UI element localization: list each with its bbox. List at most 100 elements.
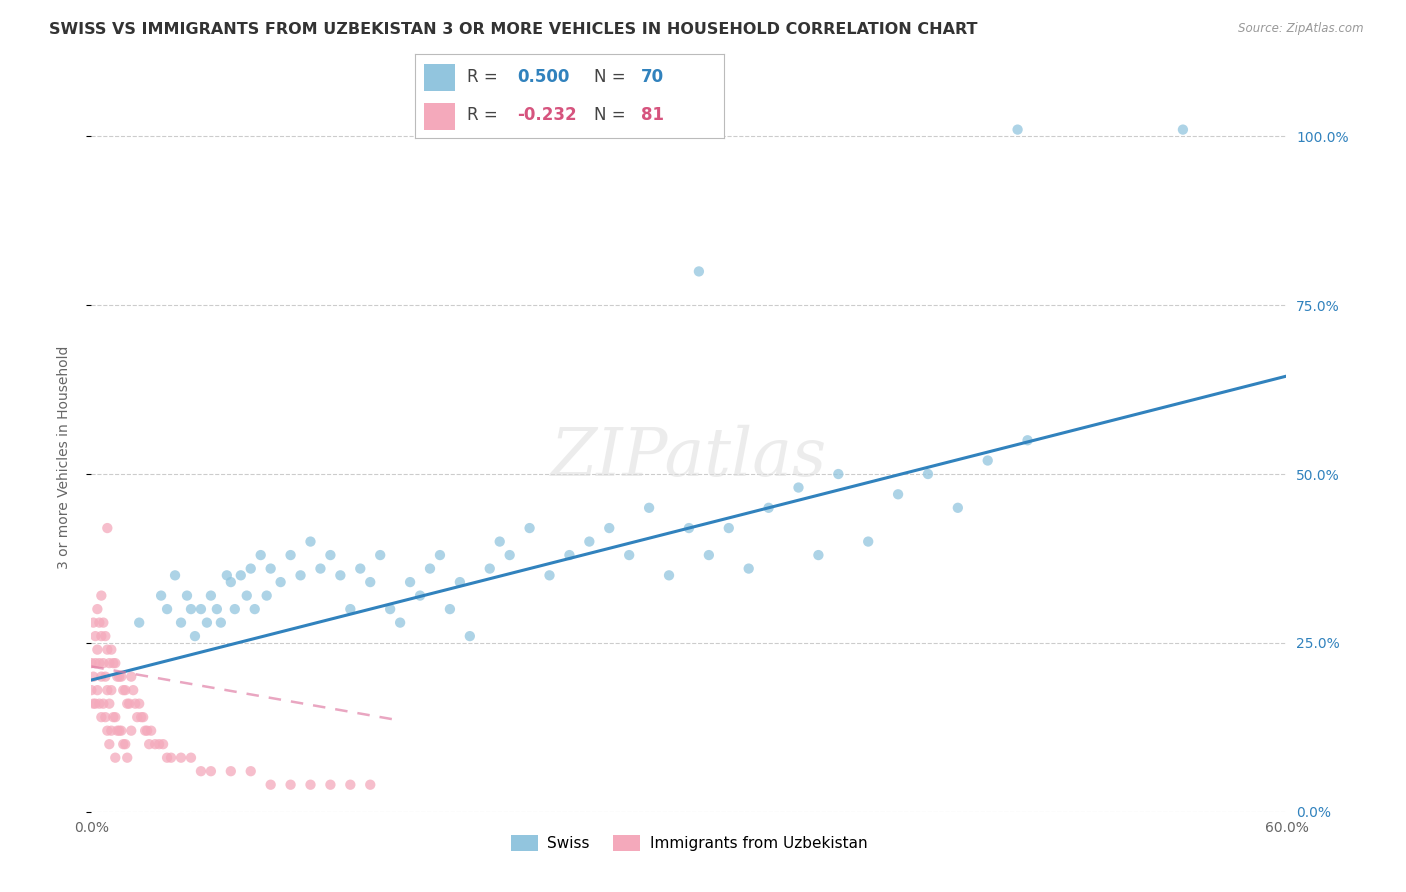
Point	[697, 548, 720, 562]
Point	[399, 575, 422, 590]
Point	[112, 737, 135, 751]
Point	[96, 723, 118, 738]
Point	[429, 548, 451, 562]
Point	[519, 521, 541, 535]
Point	[82, 670, 104, 684]
Point	[152, 737, 174, 751]
Point	[249, 548, 271, 562]
Point	[359, 778, 381, 792]
Point	[86, 602, 108, 616]
Text: 70: 70	[641, 69, 664, 87]
Point	[104, 750, 127, 764]
Point	[108, 670, 131, 684]
Point	[946, 500, 969, 515]
Point	[170, 750, 193, 764]
Bar	[425, 63, 456, 91]
Point	[114, 737, 136, 751]
Point	[104, 710, 127, 724]
Point	[122, 683, 145, 698]
Point	[128, 615, 150, 630]
Point	[143, 737, 166, 751]
Point	[94, 670, 117, 684]
Point	[80, 656, 103, 670]
Point	[319, 548, 342, 562]
Point	[688, 264, 710, 278]
Point	[215, 568, 238, 582]
Point	[190, 764, 212, 779]
Point	[94, 710, 117, 724]
Point	[290, 568, 312, 582]
Point	[90, 589, 112, 603]
Point	[219, 575, 242, 590]
Point	[887, 487, 910, 501]
Point	[176, 589, 198, 603]
Point	[368, 548, 391, 562]
Point	[270, 575, 292, 590]
Point	[132, 710, 155, 724]
Text: R =: R =	[467, 106, 503, 124]
Point	[120, 670, 142, 684]
Point	[299, 778, 322, 792]
Point	[112, 683, 135, 698]
Point	[378, 602, 402, 616]
Point	[105, 670, 128, 684]
Point	[1007, 122, 1029, 136]
Point	[96, 521, 118, 535]
Text: SWISS VS IMMIGRANTS FROM UZBEKISTAN 3 OR MORE VEHICLES IN HOUSEHOLD CORRELATION : SWISS VS IMMIGRANTS FROM UZBEKISTAN 3 OR…	[49, 22, 977, 37]
Text: -0.232: -0.232	[517, 106, 576, 124]
Point	[229, 568, 252, 582]
Point	[678, 521, 700, 535]
Point	[94, 629, 117, 643]
Text: 81: 81	[641, 106, 664, 124]
Point	[93, 697, 115, 711]
Point	[389, 615, 412, 630]
Point	[339, 602, 361, 616]
Point	[807, 548, 830, 562]
Legend: Swiss, Immigrants from Uzbekistan: Swiss, Immigrants from Uzbekistan	[505, 829, 873, 857]
Point	[598, 521, 620, 535]
Point	[110, 670, 132, 684]
Text: Source: ZipAtlas.com: Source: ZipAtlas.com	[1239, 22, 1364, 36]
Point	[90, 629, 112, 643]
Point	[100, 642, 122, 657]
Point	[219, 764, 242, 779]
Point	[243, 602, 266, 616]
Point	[1017, 434, 1039, 448]
Point	[118, 697, 141, 711]
Point	[224, 602, 246, 616]
Point	[156, 602, 179, 616]
Point	[1171, 122, 1194, 136]
Point	[98, 737, 121, 751]
Point	[115, 697, 138, 711]
Point	[84, 656, 107, 670]
Point	[209, 615, 232, 630]
Point	[96, 642, 118, 657]
Point	[787, 481, 810, 495]
Text: N =: N =	[595, 69, 631, 87]
Point	[93, 656, 115, 670]
Point	[235, 589, 259, 603]
Point	[90, 710, 112, 724]
Point	[737, 561, 759, 575]
Point	[86, 683, 108, 698]
Point	[80, 683, 103, 698]
Point	[319, 778, 342, 792]
Point	[110, 723, 132, 738]
Point	[180, 750, 202, 764]
Point	[96, 683, 118, 698]
Point	[488, 534, 510, 549]
Point	[89, 656, 111, 670]
Point	[86, 642, 108, 657]
Point	[200, 764, 222, 779]
Point	[439, 602, 461, 616]
Text: R =: R =	[467, 69, 503, 87]
Point	[619, 548, 641, 562]
Point	[856, 534, 880, 549]
Point	[89, 697, 111, 711]
Point	[128, 697, 150, 711]
Point	[256, 589, 278, 603]
Point	[280, 778, 302, 792]
Point	[359, 575, 381, 590]
Point	[409, 589, 432, 603]
Point	[120, 723, 142, 738]
